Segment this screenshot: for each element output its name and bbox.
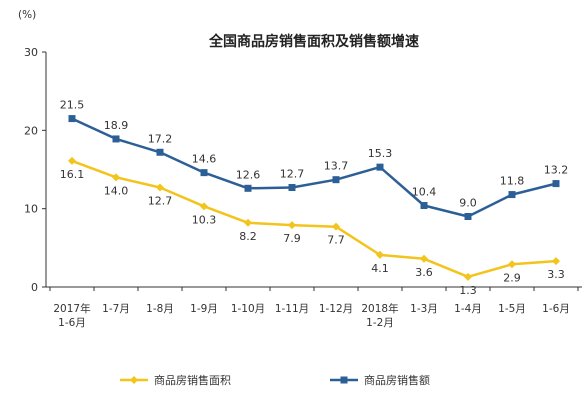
x-tick-label: 1-4月 [454, 303, 482, 315]
data-point [464, 213, 472, 220]
data-point [288, 221, 296, 230]
y-axis-unit: (%) [18, 9, 36, 21]
y-tick-label: 20 [24, 124, 38, 137]
data-point [464, 272, 472, 281]
data-label: 9.0 [459, 197, 477, 210]
data-label: 15.3 [368, 147, 393, 160]
x-tick-label: 1-2月 [366, 317, 394, 329]
data-label: 2.9 [503, 271, 521, 284]
data-point [376, 163, 384, 171]
series-lines [68, 115, 560, 281]
x-tick-label: 1-9月 [190, 303, 218, 315]
data-label: 13.7 [324, 160, 349, 173]
data-label: 12.6 [236, 168, 261, 181]
data-point [68, 115, 76, 123]
data-point [288, 184, 296, 192]
x-tick-label: 2018年 [361, 302, 398, 315]
data-label: 10.4 [412, 186, 437, 199]
data-label: 7.7 [327, 234, 345, 247]
data-label: 11.8 [500, 175, 525, 188]
data-label: 14.0 [104, 184, 129, 197]
data-point [552, 257, 560, 266]
data-label: 18.9 [104, 119, 129, 132]
legend-marker [340, 376, 348, 384]
data-label: 14.6 [192, 153, 217, 166]
data-label: 21.5 [60, 99, 85, 112]
data-point [112, 173, 120, 182]
y-tick-label: 0 [31, 281, 38, 294]
data-label: 3.3 [547, 268, 565, 281]
data-label: 16.1 [60, 168, 85, 181]
chart-title: 全国商品房销售面积及销售额增速 [208, 33, 419, 50]
y-tick-label: 30 [24, 46, 38, 59]
data-label: 17.2 [148, 132, 173, 145]
data-point [156, 183, 164, 192]
axes [42, 51, 582, 291]
data-label: 8.2 [239, 230, 257, 243]
y-tick-labels: 0 10 20 30 [24, 46, 38, 294]
x-tick-label: 2017年 [53, 302, 90, 315]
data-point [508, 191, 516, 199]
data-label: 1.3 [459, 284, 477, 297]
data-point [244, 218, 252, 227]
data-point [156, 148, 164, 156]
x-tick-label: 1-3月 [410, 303, 438, 315]
x-tick-label: 1-11月 [275, 303, 309, 315]
data-label: 13.2 [544, 164, 569, 177]
data-point [420, 254, 428, 263]
data-point [244, 184, 252, 192]
data-point [420, 202, 428, 210]
data-point [200, 169, 208, 177]
legend-label: 商品房销售额 [364, 373, 430, 387]
x-tick-label: 1-6月 [58, 317, 86, 329]
data-point [552, 180, 560, 188]
x-tick-label: 1-6月 [542, 303, 570, 315]
data-point [376, 250, 384, 259]
data-point [508, 260, 516, 269]
data-label: 4.1 [371, 262, 389, 275]
series-line [71, 159, 557, 279]
data-label: 10.3 [192, 213, 217, 226]
legend: 商品房销售面积 商品房销售额 [120, 373, 430, 387]
data-point [68, 156, 76, 165]
legend-label: 商品房销售面积 [154, 373, 231, 387]
data-label: 3.6 [415, 266, 433, 279]
data-point [112, 135, 120, 143]
data-point [332, 222, 340, 231]
x-tick-label: 1-5月 [498, 303, 526, 315]
series-line [71, 117, 557, 218]
legend-marker [130, 376, 138, 384]
y-tick-label: 10 [24, 203, 38, 216]
x-tick-label: 1-10月 [231, 303, 265, 315]
data-point [200, 202, 208, 211]
data-label: 12.7 [280, 168, 305, 181]
x-tick-label: 1-12月 [319, 303, 353, 315]
data-point [332, 176, 340, 184]
data-labels: 16.1 14.0 12.7 10.3 8.2 7.9 7.7 4.1 3.6 1.3 2.9 3.3… [60, 99, 569, 297]
data-label: 12.7 [148, 195, 173, 208]
data-label: 7.9 [283, 232, 301, 245]
x-tick-label: 1-8月 [146, 303, 174, 315]
x-tick-label: 1-7月 [102, 303, 130, 315]
x-tick-labels: 2017年 1-6月 1-7月 1-8月 1-9月 1-10月 1-11月 1-12月 2018… [53, 302, 569, 329]
